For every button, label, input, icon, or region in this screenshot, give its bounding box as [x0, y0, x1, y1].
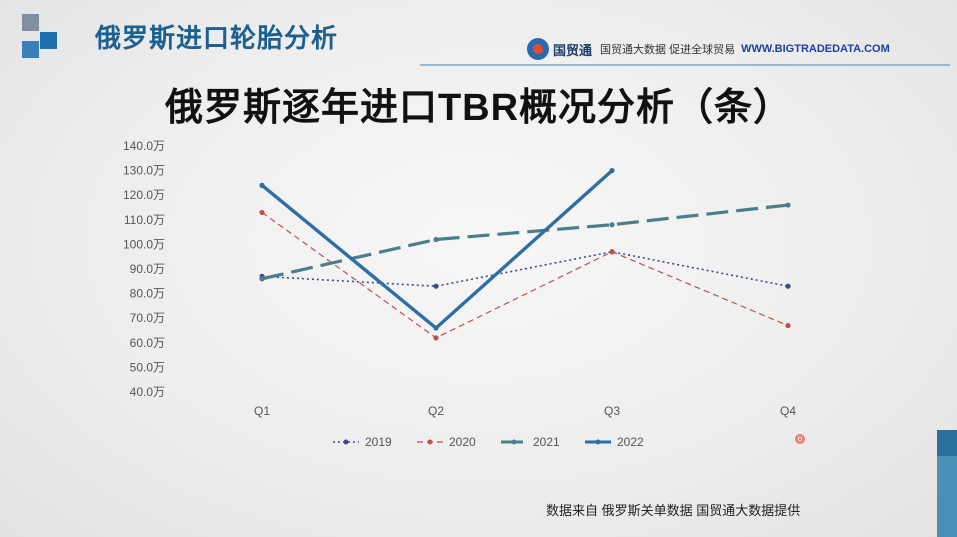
side-scroll-bar[interactable]	[937, 430, 957, 537]
data-point-2022	[609, 168, 615, 174]
x-tick-label: Q2	[428, 404, 444, 418]
series-line-2021	[261, 203, 789, 281]
y-tick-label: 60.0万	[130, 336, 165, 350]
legend-label: 2020	[449, 435, 476, 449]
data-point-2021	[609, 222, 615, 228]
data-point-2019	[433, 283, 439, 289]
y-tick-label: 90.0万	[130, 262, 165, 276]
series-line-2022	[260, 169, 614, 330]
x-tick-label: Q1	[254, 404, 270, 418]
logo-square	[22, 14, 39, 31]
header-title: 俄罗斯进口轮胎分析	[95, 23, 339, 53]
chart-title: 俄罗斯逐年进口TBR概况分析（条）	[164, 87, 793, 129]
brand-slogan: 国贸通大数据 促进全球贸易	[600, 44, 736, 56]
y-tick-label: 130.0万	[123, 164, 165, 178]
y-tick-label: 70.0万	[130, 311, 165, 325]
series-line-2019	[261, 250, 789, 288]
logo-square	[40, 32, 57, 49]
brand-name: 国贸通	[553, 42, 593, 58]
y-tick-label: 140.0万	[123, 139, 165, 153]
header-divider	[420, 64, 950, 66]
data-point-2020	[609, 249, 615, 255]
footer-source-note: 数据来自 俄罗斯关单数据 国贸通大数据提供	[546, 503, 801, 518]
data-point-2020	[433, 335, 439, 341]
y-tick-label: 100.0万	[123, 237, 165, 251]
legend-label: 2019	[365, 435, 392, 449]
data-point-2019	[785, 283, 791, 289]
legend-label: 2021	[533, 435, 560, 449]
brand-bar: 国贸通 国贸通大数据 促进全球贸易 WWW.BIGTRADEDATA.COM	[527, 38, 890, 60]
legend-marker-2020	[427, 439, 433, 445]
x-tick-label: Q4	[780, 404, 796, 418]
y-tick-label: 50.0万	[130, 360, 165, 374]
legend-marker-2022	[595, 439, 601, 445]
data-point-2021	[259, 276, 265, 282]
data-point-2020	[785, 322, 791, 329]
data-point-2022	[259, 182, 265, 188]
x-tick-label: Q3	[604, 404, 620, 418]
legend-marker-2019	[343, 439, 349, 445]
data-point-2022	[433, 325, 439, 331]
brand-logo-icon	[527, 38, 549, 60]
series-line-2020	[261, 211, 789, 339]
y-tick-label: 80.0万	[130, 287, 165, 301]
data-point-2021	[785, 202, 791, 208]
logo-square	[22, 41, 39, 58]
y-tick-label: 110.0万	[124, 213, 165, 227]
record-indicator-icon	[795, 434, 805, 444]
brand-url[interactable]: WWW.BIGTRADEDATA.COM	[741, 43, 890, 55]
legend-label: 2022	[617, 435, 644, 449]
y-tick-label: 40.0万	[130, 385, 165, 399]
data-point-2020	[259, 209, 265, 216]
data-point-2021	[433, 236, 439, 243]
legend-marker-2021	[511, 439, 517, 445]
logo-squares	[22, 14, 66, 58]
y-tick-label: 120.0万	[123, 188, 165, 202]
